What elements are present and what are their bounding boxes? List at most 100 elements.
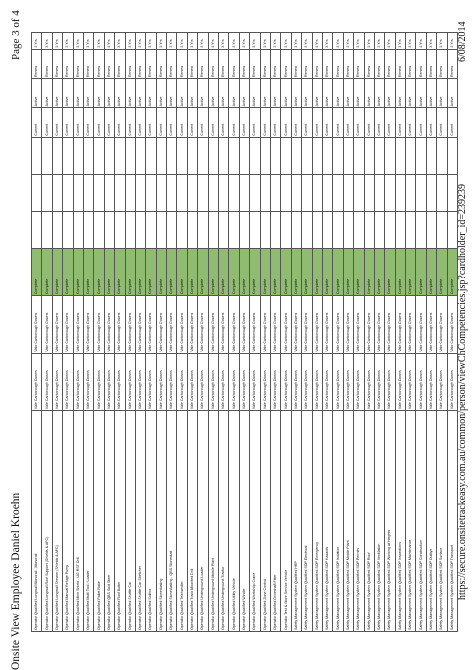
table-cell: Complete [166, 248, 177, 296]
table-cell [415, 174, 427, 212]
table-cell [436, 174, 448, 212]
table-cell: Vale Carborough Downs [249, 295, 261, 354]
table-cell: Vale Carborough Downs [187, 353, 198, 411]
table-cell [83, 137, 94, 175]
table-row: Safety Management System Qualified SOP T… [447, 32, 458, 632]
table-cell: Active [353, 78, 364, 108]
table-cell: Renew [301, 49, 313, 79]
table-cell [260, 137, 271, 175]
table-cell: Operator Qualified Sollfox [145, 410, 157, 632]
table-cell: Complete [426, 248, 437, 296]
table-cell: Complete [208, 248, 219, 296]
table-cell: 3 Yrs [291, 32, 302, 50]
table-cell: Current [145, 107, 157, 138]
table-cell [187, 211, 198, 249]
competencies-table: Operator Qualified Longwall Monorail - M… [31, 32, 458, 632]
table-cell: Complete [301, 248, 313, 296]
table-cell: Current [301, 107, 313, 138]
table-cell: Safety Management System Qualified SOP O… [426, 410, 437, 632]
table-row: Safety Management System Qualified SOP W… [384, 32, 396, 632]
table-cell: Current [156, 107, 167, 138]
table-cell: Vale Carborough Downs [176, 353, 188, 411]
table-cell: Vale Carborough Downs [280, 295, 292, 354]
table-row: Safety Management System Qualified SOP I… [332, 32, 344, 632]
table-cell: Complete [187, 248, 198, 296]
table-cell: Vale Carborough Downs [332, 353, 344, 411]
table-cell: Complete [145, 248, 157, 296]
table-cell: Vale Carborough Downs [83, 295, 94, 354]
table-cell: Complete [332, 248, 344, 296]
table-cell: Vale Carborough Downs [260, 295, 271, 354]
table-cell: Complete [260, 248, 271, 296]
table-cell: 3 Yrs [187, 32, 198, 50]
table-cell: Active [31, 78, 42, 108]
table-cell: Active [384, 78, 396, 108]
table-cell: Active [343, 78, 354, 108]
table-cell: Active [405, 78, 416, 108]
table-cell: 3 Yrs [208, 32, 219, 50]
table-cell [374, 211, 385, 249]
table-cell: Active [436, 78, 448, 108]
table-cell: Active [312, 78, 323, 108]
table-cell: Vale Carborough Downs [447, 353, 458, 411]
table-cell [93, 174, 105, 212]
table-cell: Active [208, 78, 219, 108]
table-cell: Current [312, 107, 323, 138]
table-cell: 3 Yrs [197, 32, 209, 50]
table-cell: Vale Carborough Downs [73, 353, 84, 411]
table-cell: Operator Qualified Stonedusting - QBS St… [166, 410, 177, 632]
table-cell: 3 Yrs [260, 32, 271, 50]
table-cell: Vale Carborough Downs [395, 353, 406, 411]
table-cell [197, 211, 209, 249]
table-cell [447, 137, 458, 175]
table-cell: Safety Management System Qualified SOP I… [332, 410, 344, 632]
table-cell: Vale Carborough Downs [62, 295, 74, 354]
table-cell: Vale Carborough Downs [322, 353, 333, 411]
table-cell: Complete [41, 248, 53, 296]
table-cell: 3 Yrs [104, 32, 115, 50]
table-cell: 3 Yrs [176, 32, 188, 50]
table-cell: Vale Carborough Downs [176, 295, 188, 354]
table-cell: Complete [353, 248, 364, 296]
table-cell: Vale Carborough Downs [52, 295, 63, 354]
competencies-table-wrapper: Operator Qualified Longwall Monorail - M… [31, 32, 458, 632]
table-cell: Active [280, 78, 292, 108]
table-cell [114, 137, 126, 175]
table-row: Safety Management System Qualified HRP Va… [291, 32, 302, 632]
table-cell: Renew [249, 49, 261, 79]
table-cell: Safety Management System Qualified SOP S… [436, 410, 448, 632]
table-row: Operator Qualified Track Mounted Drill Va… [187, 32, 198, 632]
table-cell: Complete [93, 248, 105, 296]
table-cell: Vale Carborough Downs [291, 295, 302, 354]
table-cell [364, 137, 375, 175]
table-cell [218, 137, 229, 175]
table-cell: Complete [73, 248, 84, 296]
table-cell: Complete [114, 248, 126, 296]
table-cell: Complete [104, 248, 115, 296]
table-cell: Vale Carborough Downs [395, 295, 406, 354]
table-cell [73, 211, 84, 249]
table-cell [322, 174, 333, 212]
table-cell [218, 174, 229, 212]
table-cell: 3 Yrs [415, 32, 427, 50]
table-cell: Current [114, 107, 126, 138]
table-cell [228, 137, 240, 175]
table-cell: Safety Management System Qualified SOP E… [301, 410, 313, 632]
table-cell: Operator Qualified Manual Refuge Pump [62, 410, 74, 632]
table-cell: Vale Carborough Downs [426, 295, 437, 354]
table-cell [343, 174, 354, 212]
table-cell [260, 174, 271, 212]
table-row: Safety Management System Qualified SOP S… [436, 32, 448, 632]
table-cell [395, 174, 406, 212]
table-cell: Vale Carborough Downs [332, 295, 344, 354]
table-cell [166, 137, 177, 175]
table-cell [270, 137, 281, 175]
table-cell: Complete [135, 248, 146, 296]
table-cell [145, 174, 157, 212]
table-cell: Active [364, 78, 375, 108]
table-cell [280, 174, 292, 212]
page-number: Page 3 of 4 [10, 10, 22, 60]
table-cell: Renew [166, 49, 177, 79]
table-cell: 3 Yrs [228, 32, 240, 50]
table-cell [156, 137, 167, 175]
